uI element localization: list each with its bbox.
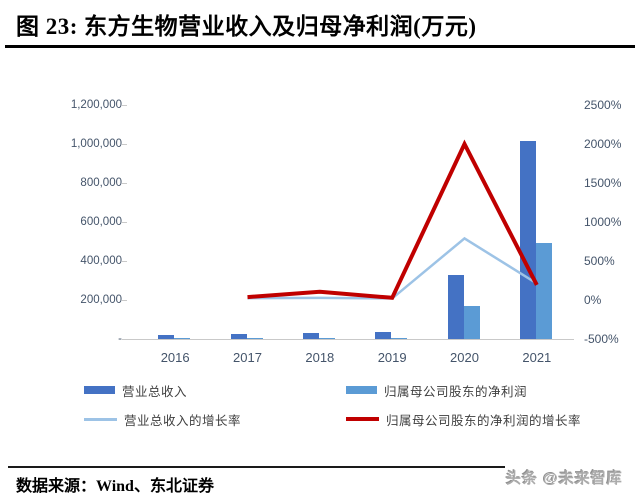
right-axis-tick-label: 1500%	[584, 176, 622, 190]
legend-item: 归属母公司股东的净利润的增长率	[346, 409, 584, 429]
data-source: 数据来源：Wind、东北证券	[16, 478, 214, 495]
net-profit-growth-line	[247, 139, 539, 300]
right-axis-tick-label: 500%	[584, 254, 615, 268]
left-axis-tick	[122, 105, 127, 106]
legend-label: 归属母公司股东的净利润	[384, 384, 528, 399]
legend-bar-swatch	[346, 386, 377, 394]
net-profit-bar	[463, 306, 480, 339]
legend-label: 营业总收入的增长率	[124, 413, 242, 428]
revenue-bar	[519, 140, 536, 339]
x-axis-label: 2016	[160, 350, 190, 365]
left-axis-tick	[122, 144, 127, 145]
net-profit-bar	[535, 243, 552, 339]
revenue-bar	[302, 333, 319, 339]
right-axis-tick-label: -500%	[584, 332, 619, 346]
left-axis-tick-label: 800,000	[80, 177, 122, 189]
right-axis-tick-label: 0%	[584, 293, 602, 307]
legend-item: 营业总收入	[84, 380, 346, 400]
x-axis-label: 2019	[377, 350, 407, 365]
bottom-divider	[8, 466, 505, 468]
legend-item: 营业总收入的增长率	[84, 409, 346, 429]
left-axis-tick	[122, 300, 127, 301]
legend-bar-swatch	[84, 386, 115, 394]
legend-line-swatch	[346, 417, 379, 421]
left-axis-tick-label: 600,000	[80, 216, 122, 228]
legend-label: 营业总收入	[122, 384, 188, 399]
net-profit-bar	[318, 337, 335, 339]
left-axis-tick-label: 200,000	[80, 294, 122, 306]
title-underline	[5, 45, 635, 48]
left-axis-tick-label: -	[118, 333, 122, 345]
net-profit-bar	[246, 338, 263, 339]
revenue-bar	[230, 334, 247, 339]
net-profit-bar	[391, 337, 408, 339]
x-axis-label: 2020	[450, 350, 479, 365]
x-axis-label: 2017	[233, 350, 262, 365]
revenue-bar	[158, 335, 175, 339]
left-axis-tick	[122, 183, 127, 184]
x-axis-line	[127, 339, 574, 340]
legend-line-swatch	[84, 417, 117, 421]
left-axis-tick	[122, 261, 127, 262]
net-profit-bar	[174, 338, 191, 339]
legend-label: 归属母公司股东的净利润的增长率	[386, 413, 582, 428]
revenue-bar	[375, 331, 392, 339]
right-axis-tick-label: 1000%	[584, 215, 622, 229]
revenue-bar	[447, 275, 464, 339]
right-axis-tick-label: 2000%	[584, 137, 622, 151]
left-axis-tick-label: 1,000,000	[70, 138, 122, 150]
left-axis-tick	[122, 222, 127, 223]
left-axis-tick-label: 1,200,000	[70, 99, 122, 111]
left-axis-tick	[122, 339, 127, 340]
chart-legend: 营业总收入 归属母公司股东的净利润营业总收入的增长率 归属母公司股东的净利润的增长率	[84, 380, 584, 429]
legend-item: 归属母公司股东的净利润	[346, 380, 584, 400]
x-axis-label: 2021	[522, 350, 552, 365]
right-axis-tick-label: 2500%	[584, 98, 622, 112]
watermark: 头条 @未来智库	[506, 470, 623, 487]
revenue-growth-line	[247, 236, 538, 300]
figure-title: 图 23: 东方生物营业收入及归母净利润(万元)	[16, 14, 477, 39]
x-axis-label: 2018	[305, 350, 335, 365]
left-axis-tick-label: 400,000	[80, 255, 122, 267]
